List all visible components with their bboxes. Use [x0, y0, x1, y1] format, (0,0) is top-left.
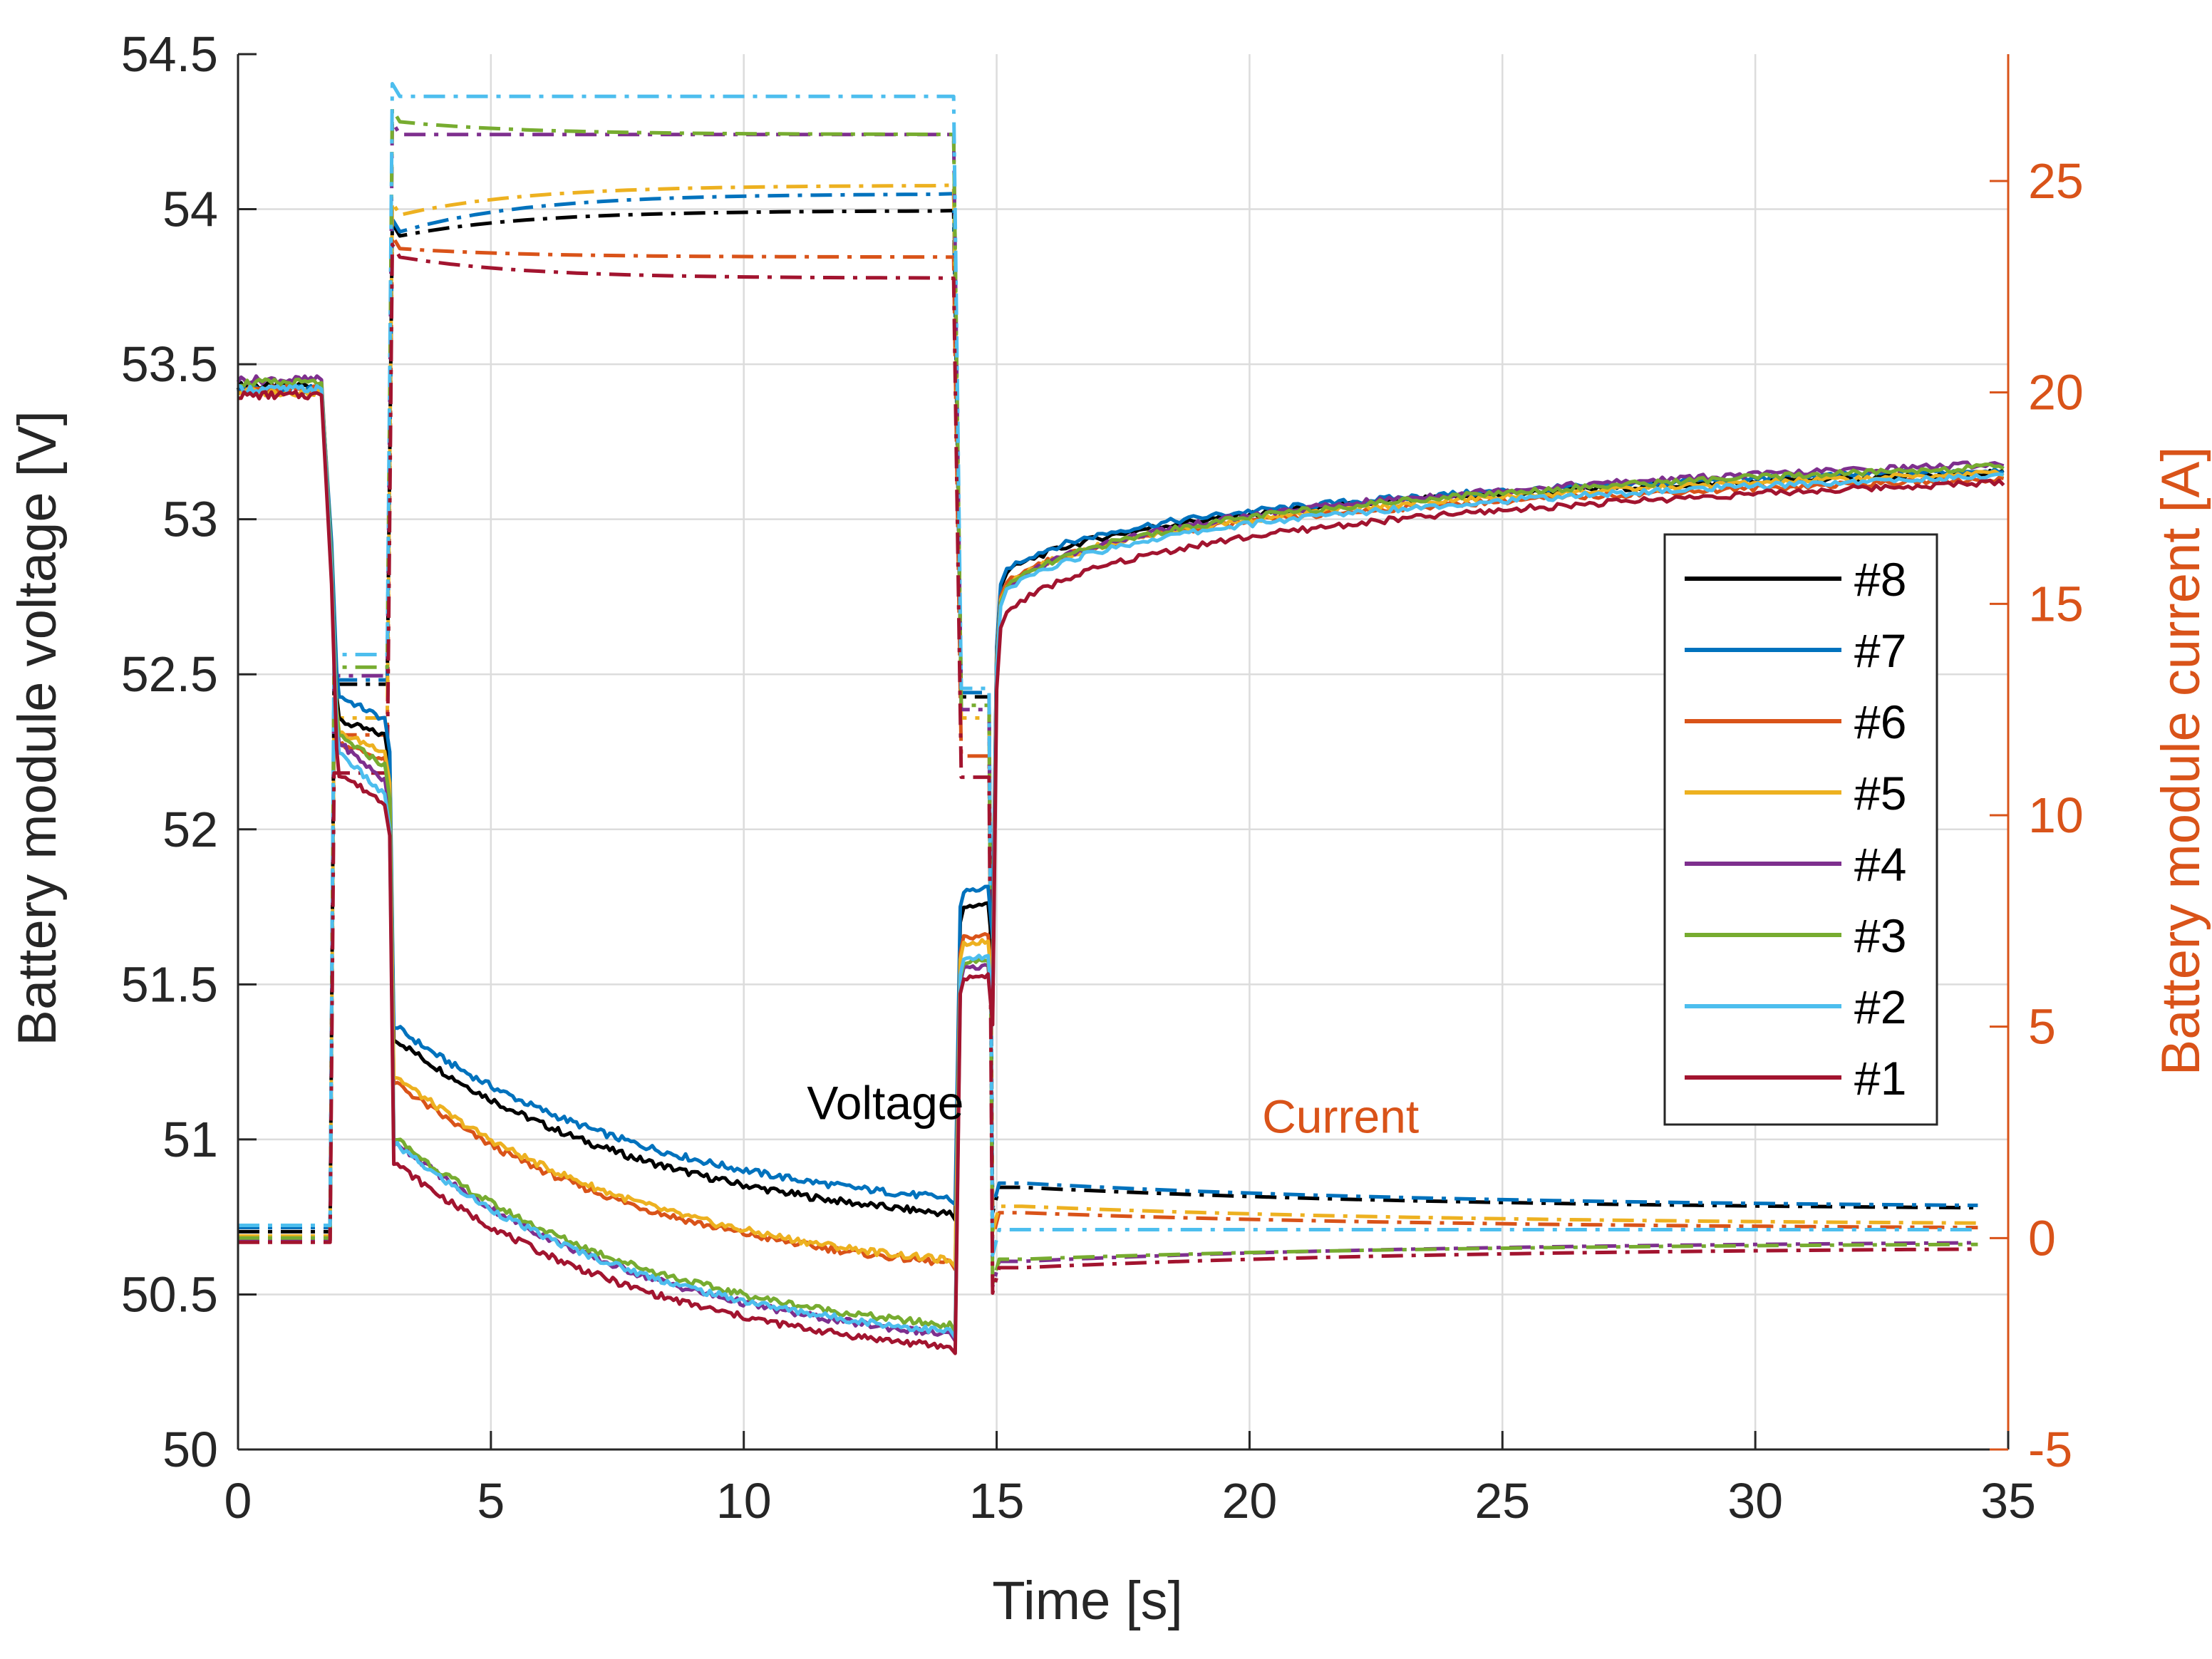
voltage-series-group	[236, 374, 2005, 1355]
legend-label-2: #2	[1854, 981, 1906, 1033]
y-left-tick-label: 54	[162, 182, 218, 237]
current-line-2	[238, 82, 1978, 1257]
axes	[237, 53, 2010, 1451]
current-line-4	[238, 120, 1978, 1289]
voltage-line-2	[237, 383, 2004, 1340]
current-series-group	[238, 82, 1978, 1295]
y-left-tick-label: 52.5	[121, 646, 218, 702]
legend-label-6: #6	[1854, 696, 1906, 748]
y-right-tick-label: 15	[2028, 576, 2084, 631]
legend-box	[1663, 533, 1938, 1126]
legend-label-7: #7	[1854, 624, 1906, 677]
y-left-tick-label: 51.5	[121, 956, 218, 1012]
x-tick-label: 30	[1727, 1473, 1783, 1529]
x-tick-label: 10	[716, 1473, 772, 1529]
y-right-tick-label: -5	[2028, 1422, 2072, 1477]
y-left-tick-label: 53	[162, 492, 218, 547]
y-left-tick-label: 51	[162, 1112, 218, 1167]
x-tick-label: 5	[477, 1473, 505, 1529]
x-tick-label: 25	[1474, 1473, 1530, 1529]
legend-label-1: #1	[1854, 1052, 1906, 1105]
y-left-tick-label: 50	[162, 1422, 218, 1477]
legend: #8 #7 #6 #5 #4 #3 #2 #1	[1663, 533, 1938, 1126]
annotation-current: Current	[1262, 1090, 1419, 1142]
y-left-tick-label: 52	[162, 802, 218, 857]
legend-label-5: #5	[1854, 767, 1906, 820]
y-left-tick-label: 54.5	[121, 26, 218, 82]
legend-label-3: #3	[1854, 909, 1906, 962]
x-axis-label: Time [s]	[992, 1571, 1182, 1631]
y-right-tick-label: 25	[2028, 153, 2084, 209]
tick-labels: 0 5 10 15 20 25 30 355050.55151.55252.55353.554…	[121, 26, 2084, 1529]
current-line-1	[238, 242, 1978, 1295]
current-line-7	[238, 192, 1978, 1229]
legend-label-4: #4	[1854, 838, 1906, 891]
y-right-tick-label: 5	[2028, 999, 2056, 1055]
voltage-line-7	[236, 383, 2004, 1206]
x-tick-label: 35	[1980, 1473, 2036, 1529]
x-tick-label: 0	[224, 1473, 252, 1529]
annotation-voltage: Voltage	[807, 1077, 963, 1130]
y-left-tick-label: 53.5	[121, 336, 218, 392]
y-right-tick-label: 10	[2028, 787, 2084, 843]
voltage-line-1	[237, 389, 2005, 1355]
y-right-tick-label: 0	[2028, 1210, 2056, 1266]
x-tick-label: 20	[1221, 1473, 1277, 1529]
legend-label-8: #8	[1854, 553, 1906, 606]
y-axis-right-label: Battery module current [A]	[2151, 447, 2211, 1076]
y-axis-left-label: Battery module voltage [V]	[7, 410, 68, 1045]
x-tick-label: 15	[969, 1473, 1025, 1529]
y-left-tick-label: 50.5	[121, 1266, 218, 1322]
y-right-tick-label: 20	[2028, 365, 2084, 420]
current-line-6	[238, 234, 1978, 1242]
